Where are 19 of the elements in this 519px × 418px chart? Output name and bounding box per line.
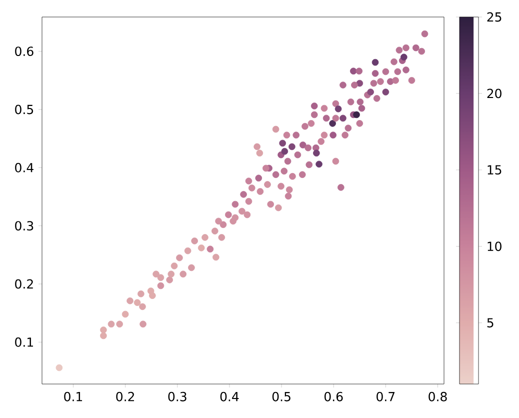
x-tick-label: 0.8 [428, 392, 447, 402]
y-tick-label: 0.2 [15, 279, 33, 289]
x-tick-label: 0.6 [324, 392, 343, 402]
color-bar-label: 15 [488, 165, 502, 175]
color-bar-label: 5 [487, 318, 494, 328]
x-tick-label: 0.5 [272, 392, 290, 402]
y-tick-label: 0.5 [15, 104, 34, 114]
x-tick-label: 0.7 [376, 392, 395, 402]
x-tick-label: 0.4 [220, 392, 239, 402]
color-bar-label: 10 [488, 242, 502, 252]
y-tick-label: 0.4 [15, 162, 34, 172]
y-tick-label: 0.1 [15, 337, 33, 347]
color-bar-label: 25 [487, 12, 502, 22]
y-tick-label: 0.3 [15, 221, 34, 231]
color-bar-label: 20 [487, 88, 502, 98]
x-tick-label: 0.3 [168, 392, 186, 402]
y-tick-label: 0.6 [15, 46, 34, 56]
x-tick-label: 0.2 [116, 392, 134, 402]
x-tick-label: 0.1 [64, 392, 82, 402]
